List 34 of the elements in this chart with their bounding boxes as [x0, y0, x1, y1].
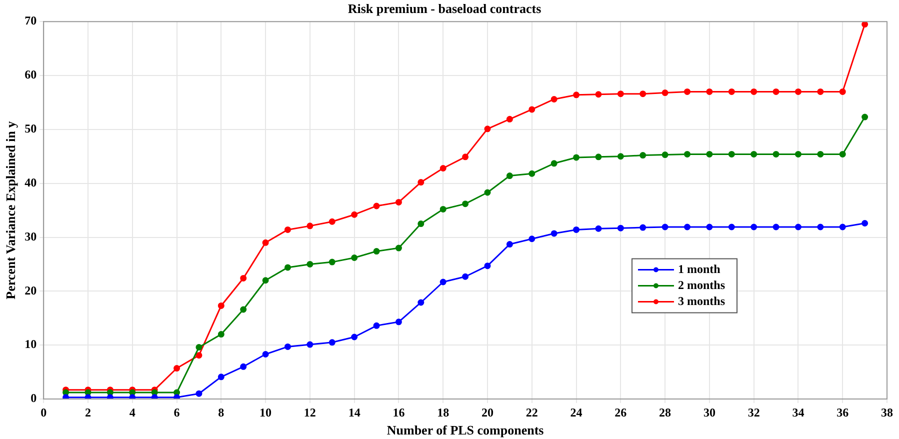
x-tick-label: 32	[748, 405, 760, 420]
x-tick-label: 8	[218, 405, 224, 420]
y-axis-title: Percent Variance Explained in y	[3, 120, 18, 300]
x-tick-label: 4	[129, 405, 136, 420]
y-tick-label: 50	[24, 122, 37, 136]
y-tick-label: 30	[24, 229, 37, 244]
x-tick-label: 2	[84, 405, 91, 420]
x-tick-label: 10	[260, 405, 272, 420]
x-tick-label: 6	[174, 405, 180, 420]
y-tick-label: 40	[24, 175, 37, 190]
y-tick-label: 0	[30, 391, 37, 406]
legend-label: 3 months	[678, 294, 726, 308]
x-tick-label: 16	[392, 405, 405, 420]
x-tick-label: 38	[881, 405, 893, 420]
y-tick-label: 10	[24, 337, 37, 352]
y-tick-label: 60	[24, 68, 37, 82]
x-tick-label: 36	[836, 405, 849, 420]
legend-label: 2 months	[678, 278, 726, 292]
x-tick-label: 22	[526, 405, 538, 420]
y-tick-label: 20	[24, 283, 37, 298]
x-axis-title: Number of PLS components	[386, 422, 544, 438]
x-tick-label: 14	[348, 405, 360, 420]
x-tick-label: 20	[481, 405, 494, 420]
x-tick-label: 34	[792, 405, 804, 420]
x-tick-label: 28	[659, 405, 672, 420]
x-tick-label: 0	[40, 405, 47, 420]
legend-label: 1 month	[678, 262, 721, 276]
x-tick-label: 12	[304, 405, 316, 420]
x-tick-label: 30	[703, 405, 716, 420]
y-tick-label: 70	[24, 14, 37, 28]
x-tick-label: 18	[437, 405, 450, 420]
chart-title: Risk premium - baseload contracts	[348, 1, 542, 16]
x-tick-label: 26	[614, 405, 627, 420]
x-tick-label: 24	[570, 405, 582, 420]
